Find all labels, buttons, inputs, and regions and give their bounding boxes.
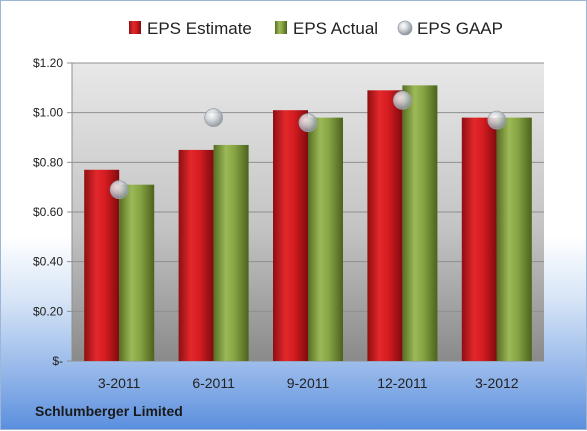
legend-gaap-swatch [397,20,413,36]
actual-bar [496,117,532,361]
legend-estimate-swatch [129,21,141,34]
actual-bar [308,117,343,361]
legend-gaap-label: EPS GAAP [417,19,503,38]
x-tick-label: 12-2011 [377,375,428,391]
company-name: Schlumberger Limited [35,403,183,419]
gaap-point [298,113,318,132]
y-axis-ticks: $- $0.20 $0.40 $0.60 $0.80 $1.00 $1.20 [33,56,63,368]
actual-bar [402,85,438,361]
y-tick-label: $0.80 [33,155,63,169]
y-tick-label: $0.40 [33,255,63,269]
y-tick-label: $1.00 [33,106,63,120]
estimate-bar [461,117,497,361]
x-tick-label: 9-2011 [287,375,330,391]
estimate-bar [84,169,120,361]
actual-bar [119,184,155,361]
y-tick-label: $0.60 [33,205,63,219]
y-tick-label: $- [52,354,63,368]
y-tick-label: $0.20 [33,304,63,318]
x-tick-label: 6-2011 [192,375,235,391]
gaap-point [109,180,129,200]
actual-bar [213,144,249,361]
gaap-point [487,110,507,130]
legend-actual-label: EPS Actual [293,19,378,38]
y-tick-label: $1.20 [33,56,63,70]
estimate-bar [367,90,403,362]
legend: EPS Estimate EPS Actual EPS GAAP [129,19,503,38]
x-tick-label: 3-2012 [475,375,519,391]
x-tick-label: 3-2011 [98,375,141,391]
x-axis-ticks: 3-2011 6-2011 9-2011 12-2011 3-2012 [98,375,519,391]
estimate-bar [178,149,214,361]
gaap-point [392,90,412,110]
gaap-point [204,108,224,128]
gaap-points [109,90,507,200]
legend-actual-swatch [275,21,287,34]
bars [84,85,532,362]
estimate-bar [273,110,308,361]
legend-estimate-label: EPS Estimate [147,19,252,38]
